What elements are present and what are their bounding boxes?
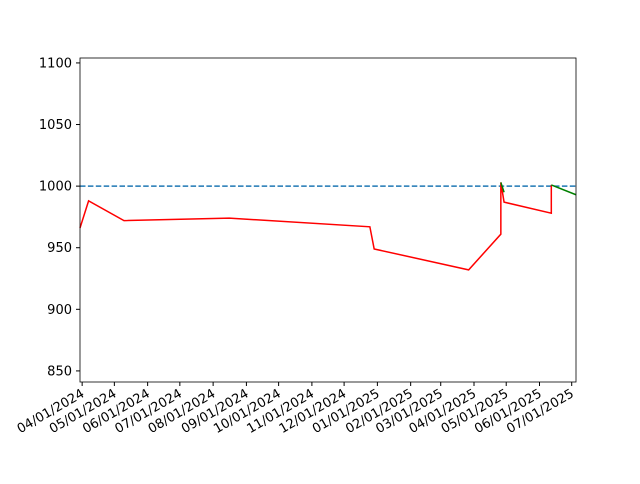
y-tick-label: 1000 <box>39 180 72 195</box>
y-tick-label: 900 <box>47 303 72 318</box>
y-tick-label: 1100 <box>39 56 72 71</box>
y-tick-label: 950 <box>47 241 72 256</box>
data-line <box>79 182 553 271</box>
data-line <box>500 182 577 196</box>
y-tick-label: 1050 <box>39 118 72 133</box>
y-tick-label: 850 <box>47 364 72 379</box>
plot-frame <box>79 57 577 383</box>
